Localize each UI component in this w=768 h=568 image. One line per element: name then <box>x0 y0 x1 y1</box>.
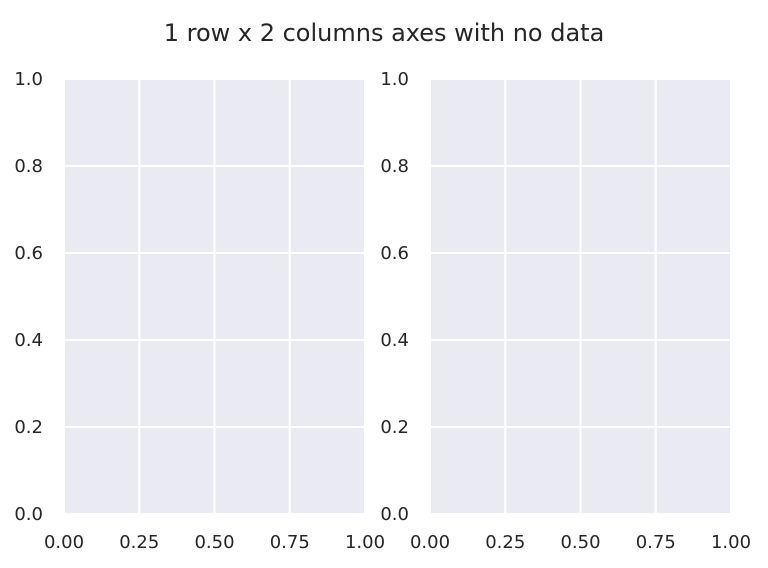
y-tick-label: 0.8 <box>380 156 409 177</box>
x-tick-label: 0.50 <box>560 532 600 553</box>
y-tick-label: 0.6 <box>380 243 409 264</box>
x-tick-label: 1.00 <box>345 532 385 553</box>
x-tick-label: 1.00 <box>711 532 751 553</box>
figure-title: 1 row x 2 columns axes with no data <box>163 19 605 47</box>
y-tick-label: 0.2 <box>380 417 409 438</box>
axes-2: 0.0 0.2 0.4 0.6 0.8 1.0 0.00 0.25 0.50 0.75 1.00 <box>380 69 751 553</box>
x-tick-label: 0.25 <box>485 532 525 553</box>
y-tick-label: 0.0 <box>380 504 409 525</box>
x-tick-label: 0.00 <box>44 532 84 553</box>
x-tick-label: 0.75 <box>270 532 310 553</box>
y-tick-label: 0.4 <box>14 330 43 351</box>
x-tick-label: 0.75 <box>636 532 676 553</box>
y-tick-label: 1.0 <box>380 69 409 90</box>
axes-1: 0.0 0.2 0.4 0.6 0.8 1.0 0.00 0.25 0.50 0.75 1.00 <box>14 69 385 553</box>
y-tick-label: 0.0 <box>14 504 43 525</box>
y-tick-label: 0.6 <box>14 243 43 264</box>
x-tick-label: 0.25 <box>119 532 159 553</box>
y-tick-label: 1.0 <box>14 69 43 90</box>
x-tick-label: 0.50 <box>194 532 234 553</box>
y-tick-label: 0.4 <box>380 330 409 351</box>
y-tick-label: 0.2 <box>14 417 43 438</box>
x-tick-label: 0.00 <box>410 532 450 553</box>
y-tick-label: 0.8 <box>14 156 43 177</box>
